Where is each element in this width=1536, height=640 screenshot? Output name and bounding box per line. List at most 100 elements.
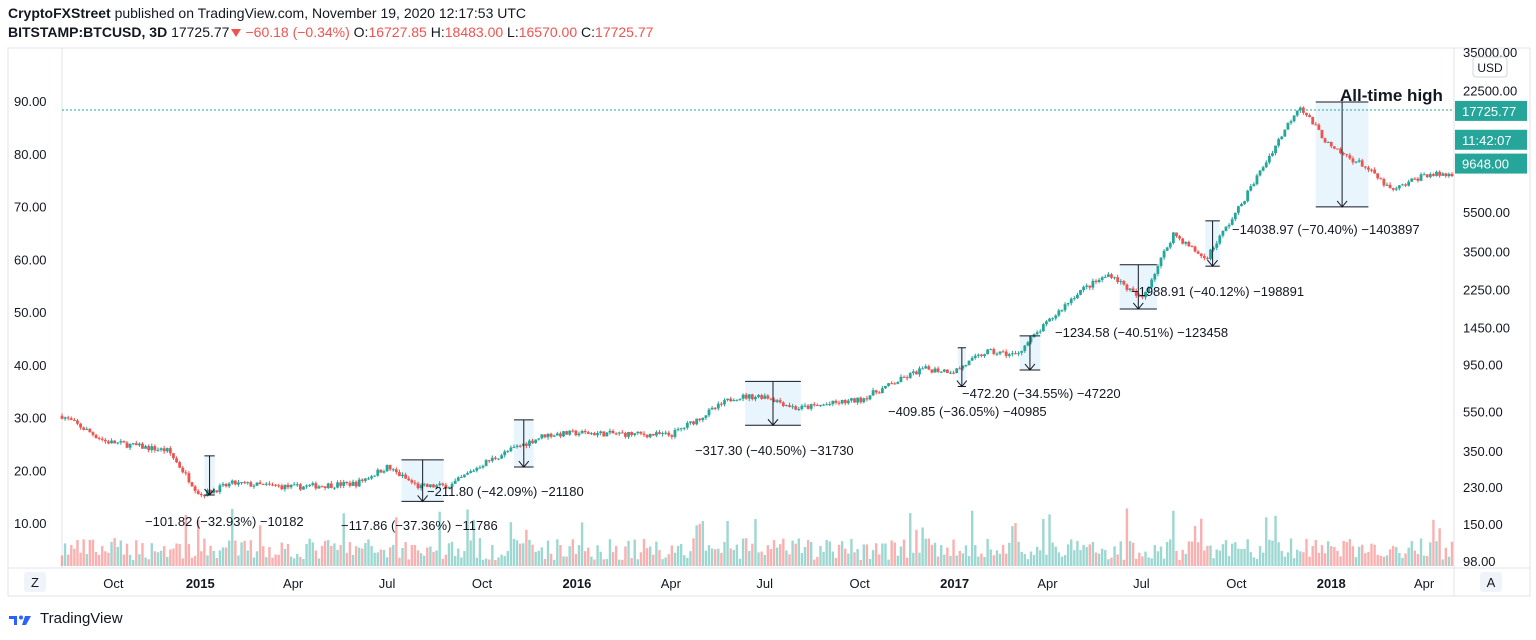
- usd-unit-button[interactable]: USD: [1472, 56, 1508, 78]
- candle-body: [791, 406, 795, 408]
- volume-bar: [723, 542, 726, 566]
- volume-bar: [890, 540, 893, 566]
- volume-bar: [1119, 541, 1122, 566]
- volume-bar: [373, 552, 376, 566]
- candle-body: [243, 482, 247, 484]
- volume-bar: [1212, 558, 1215, 566]
- volume-bar: [187, 544, 191, 566]
- volume-bar: [1268, 539, 1271, 566]
- volume-bar: [757, 552, 760, 566]
- volume-bar: [1039, 550, 1042, 566]
- low-label: L:: [507, 24, 519, 40]
- volume-bar: [760, 551, 763, 566]
- candle-body: [815, 404, 819, 406]
- volume-bar: [710, 548, 714, 566]
- candle-body: [1336, 148, 1339, 150]
- candle-body: [172, 453, 175, 459]
- candle-body: [549, 433, 553, 437]
- candle-body: [333, 487, 336, 489]
- candle-body: [574, 430, 578, 436]
- volume-bar: [862, 544, 866, 566]
- candle-body: [565, 431, 569, 435]
- symbol-label[interactable]: BITSTAMP:BTCUSD, 3D: [8, 24, 168, 40]
- candle-body: [707, 409, 711, 416]
- candle-body: [497, 458, 500, 460]
- volume-bar: [1100, 548, 1104, 566]
- tradingview-footer[interactable]: TradingView: [8, 610, 123, 627]
- candle-body: [1038, 331, 1042, 333]
- volume-bar: [1280, 550, 1283, 566]
- right-axis: 98.00 150.00 230.00 350.00 550.00 950.00 1450.…: [1455, 45, 1527, 569]
- candle-body: [682, 427, 686, 429]
- candle-body: [1277, 139, 1281, 146]
- candle-body: [571, 430, 575, 432]
- volume-bar: [847, 553, 850, 566]
- volume-bar: [1240, 549, 1243, 566]
- candle-body: [732, 400, 736, 402]
- volume-bar: [1283, 556, 1287, 566]
- drawdown-label: −14038.97 (−70.40%) −1403897: [1232, 222, 1420, 237]
- volume-bar: [357, 547, 361, 566]
- volume-bar: [943, 554, 946, 566]
- volume-bar: [512, 538, 516, 566]
- candle-body: [654, 432, 658, 436]
- candle-body: [302, 486, 305, 490]
- volume-bar: [642, 538, 646, 566]
- volume-bar: [1385, 555, 1389, 566]
- candle-body: [1252, 184, 1256, 187]
- candle-body: [1171, 232, 1175, 244]
- author-name[interactable]: CryptoFXStreet: [8, 5, 111, 21]
- left-tick-label: 30.00: [14, 411, 47, 426]
- volume-bar: [946, 547, 949, 566]
- volume-bar: [803, 546, 807, 566]
- volume-bar: [661, 559, 664, 566]
- volume-bar: [980, 553, 983, 566]
- time-tick-label: 2015: [186, 576, 215, 591]
- volume-bar: [453, 556, 457, 566]
- candle-body: [1221, 230, 1225, 236]
- volume-bar: [1079, 550, 1082, 566]
- right-tick-label: 3500.00: [1463, 244, 1510, 259]
- candle-body: [268, 483, 271, 485]
- volume-bar: [413, 545, 417, 566]
- candle-body: [1141, 296, 1144, 298]
- volume-bar: [992, 555, 996, 566]
- volume-bar: [1001, 544, 1005, 566]
- volume-bar: [1054, 546, 1057, 566]
- volume-bar: [481, 559, 485, 566]
- z-button[interactable]: Z: [24, 572, 46, 592]
- candle-body: [1397, 185, 1401, 189]
- volume-bar: [822, 551, 825, 566]
- candle-body: [692, 421, 695, 425]
- candle-body: [788, 405, 791, 407]
- volume-bar: [915, 529, 918, 566]
- volume-bar: [441, 558, 444, 566]
- candle-body: [620, 432, 624, 434]
- volume-bar: [1153, 545, 1157, 566]
- volume-bar: [785, 550, 788, 566]
- auto-scale-button[interactable]: A: [1480, 572, 1502, 592]
- candle-body: [1202, 256, 1206, 259]
- volume-bar: [153, 551, 157, 566]
- volume-bar: [1376, 554, 1379, 566]
- arrow-down-icon: [956, 380, 968, 388]
- volume-bar: [1320, 545, 1324, 566]
- candle-body: [122, 441, 126, 443]
- volume-bar: [463, 551, 466, 566]
- candle-body: [391, 469, 395, 471]
- volume-bar: [986, 538, 989, 566]
- candle-body: [1292, 115, 1296, 122]
- candle-body: [1422, 174, 1426, 176]
- candle-body: [1339, 148, 1342, 154]
- candle-body: [1376, 173, 1380, 179]
- volume-bar: [806, 540, 810, 566]
- candle-body: [1267, 155, 1271, 163]
- candle-body: [769, 398, 773, 400]
- candle-body: [1264, 162, 1268, 168]
- volume-bar: [583, 551, 587, 566]
- candle-body: [1212, 247, 1216, 250]
- volume-bar: [655, 541, 658, 566]
- volume-bar: [611, 552, 615, 566]
- volume-bar: [404, 542, 407, 566]
